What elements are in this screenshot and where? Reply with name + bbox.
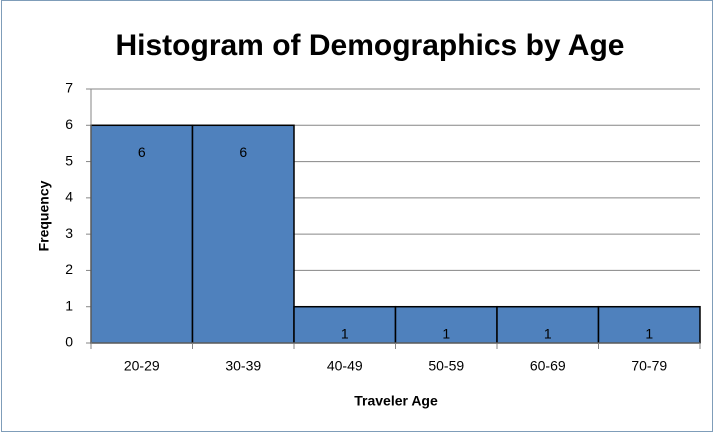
y-tick-label: 2 [65,261,73,277]
x-tick-label: 70-79 [631,358,667,374]
chart-title: Histogram of Demographics by Age [116,29,625,62]
x-tick-label: 20-29 [124,358,160,374]
x-axis-label: Traveler Age [354,393,438,409]
x-tick-label: 40-49 [327,358,363,374]
data-label: 6 [138,144,146,160]
bar [496,305,600,344]
data-label: 1 [341,325,349,341]
y-tick-label: 0 [65,334,73,350]
y-tick-label: 4 [65,189,73,205]
y-tick-label: 3 [65,225,73,241]
data-label: 6 [239,144,247,160]
data-label: 1 [544,325,552,341]
x-tick-label: 50-59 [428,358,464,374]
y-tick-label: 6 [65,116,73,132]
y-axis-label: Frequency [36,180,52,251]
data-label: 1 [645,325,653,341]
x-tick-label: 60-69 [530,358,566,374]
bar [597,305,701,344]
data-label: 1 [442,325,450,341]
x-tick-label: 30-39 [225,358,261,374]
y-tick-label: 1 [65,297,73,313]
bar [394,305,498,344]
y-tick-label: 7 [65,80,73,96]
y-tick-label: 5 [65,152,73,168]
